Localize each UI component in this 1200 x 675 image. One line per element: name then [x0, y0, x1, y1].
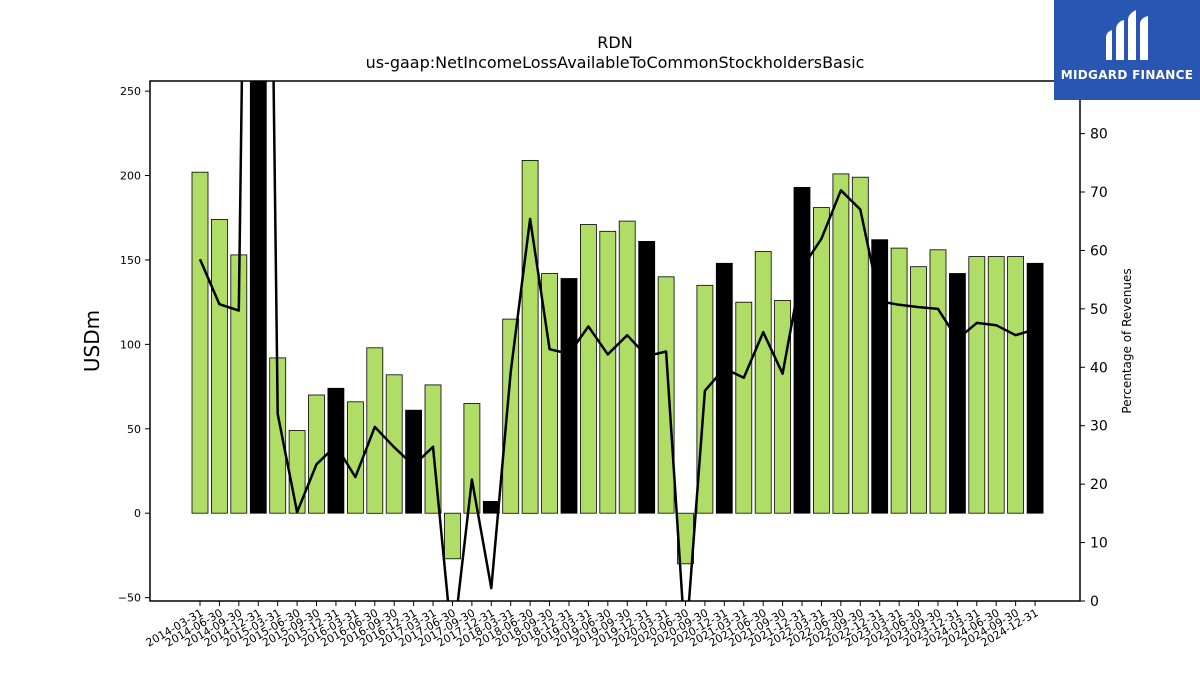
bar [444, 512, 461, 560]
series-line [198, 81, 1036, 601]
logo-text: MIDGARD FINANCE [1060, 68, 1194, 82]
y2-tick-label: 40 [1090, 360, 1108, 376]
bar [599, 230, 617, 514]
bar [618, 220, 636, 514]
bar [308, 394, 325, 514]
bar [851, 176, 869, 514]
bar [754, 251, 772, 514]
plot-clip-group [191, 81, 1044, 601]
y2-tick-label: 70 [1090, 185, 1108, 201]
y2-tick-label: 20 [1090, 477, 1108, 493]
y-tick-label: 0 [134, 507, 141, 520]
bar [249, 81, 267, 514]
y-tick-label: 100 [120, 338, 141, 351]
bar [638, 240, 656, 514]
bar [871, 239, 889, 514]
y2-tick-label: 60 [1090, 243, 1108, 259]
bar [735, 301, 753, 514]
bar [541, 273, 558, 514]
bar [1007, 256, 1024, 514]
y2-tick-label: 50 [1090, 302, 1108, 318]
bar [385, 374, 403, 514]
chart-title: RDN [597, 33, 632, 52]
bar [346, 401, 364, 514]
bar [813, 207, 830, 514]
bar [210, 218, 228, 514]
bar [1026, 262, 1044, 514]
bar [463, 403, 481, 514]
brand-logo: MIDGARD FINANCE [1054, 0, 1200, 100]
bar [191, 171, 209, 514]
y2-tick-label: 80 [1090, 127, 1108, 143]
bar [482, 500, 500, 514]
y2-tick-label: 30 [1090, 419, 1108, 435]
plot-frame [149, 80, 1081, 602]
bar [929, 249, 947, 514]
bar [793, 186, 811, 514]
y-tick-label: 250 [120, 85, 141, 98]
y-tick-label: −50 [118, 592, 141, 605]
bar [521, 159, 539, 514]
bar [949, 273, 966, 514]
plot-area: −50050100150200250010203040506070802014-… [118, 80, 1108, 650]
bar [890, 247, 908, 514]
y-tick-label: 200 [120, 170, 141, 183]
y2-axis-label: Percentage of Revenues [1120, 268, 1134, 413]
bar [327, 387, 345, 514]
y-tick-label: 50 [127, 423, 141, 436]
bar [910, 266, 927, 514]
bar [715, 262, 733, 514]
bar [580, 224, 597, 514]
y2-tick-label: 10 [1090, 536, 1108, 552]
y-axis-label: USDm [80, 310, 104, 372]
bar [968, 256, 986, 514]
bar [657, 276, 675, 514]
bar [987, 256, 1005, 514]
bar [832, 173, 850, 514]
y-tick-label: 150 [120, 254, 141, 267]
bar [405, 409, 423, 514]
bar [774, 300, 791, 514]
y2-tick-label: 0 [1090, 594, 1099, 610]
chart-subtitle: us-gaap:NetIncomeLossAvailableToCommonSt… [366, 53, 865, 72]
logo-mark-icon [1106, 10, 1148, 60]
bar [502, 318, 520, 514]
bar [560, 278, 578, 514]
bar [366, 347, 384, 514]
